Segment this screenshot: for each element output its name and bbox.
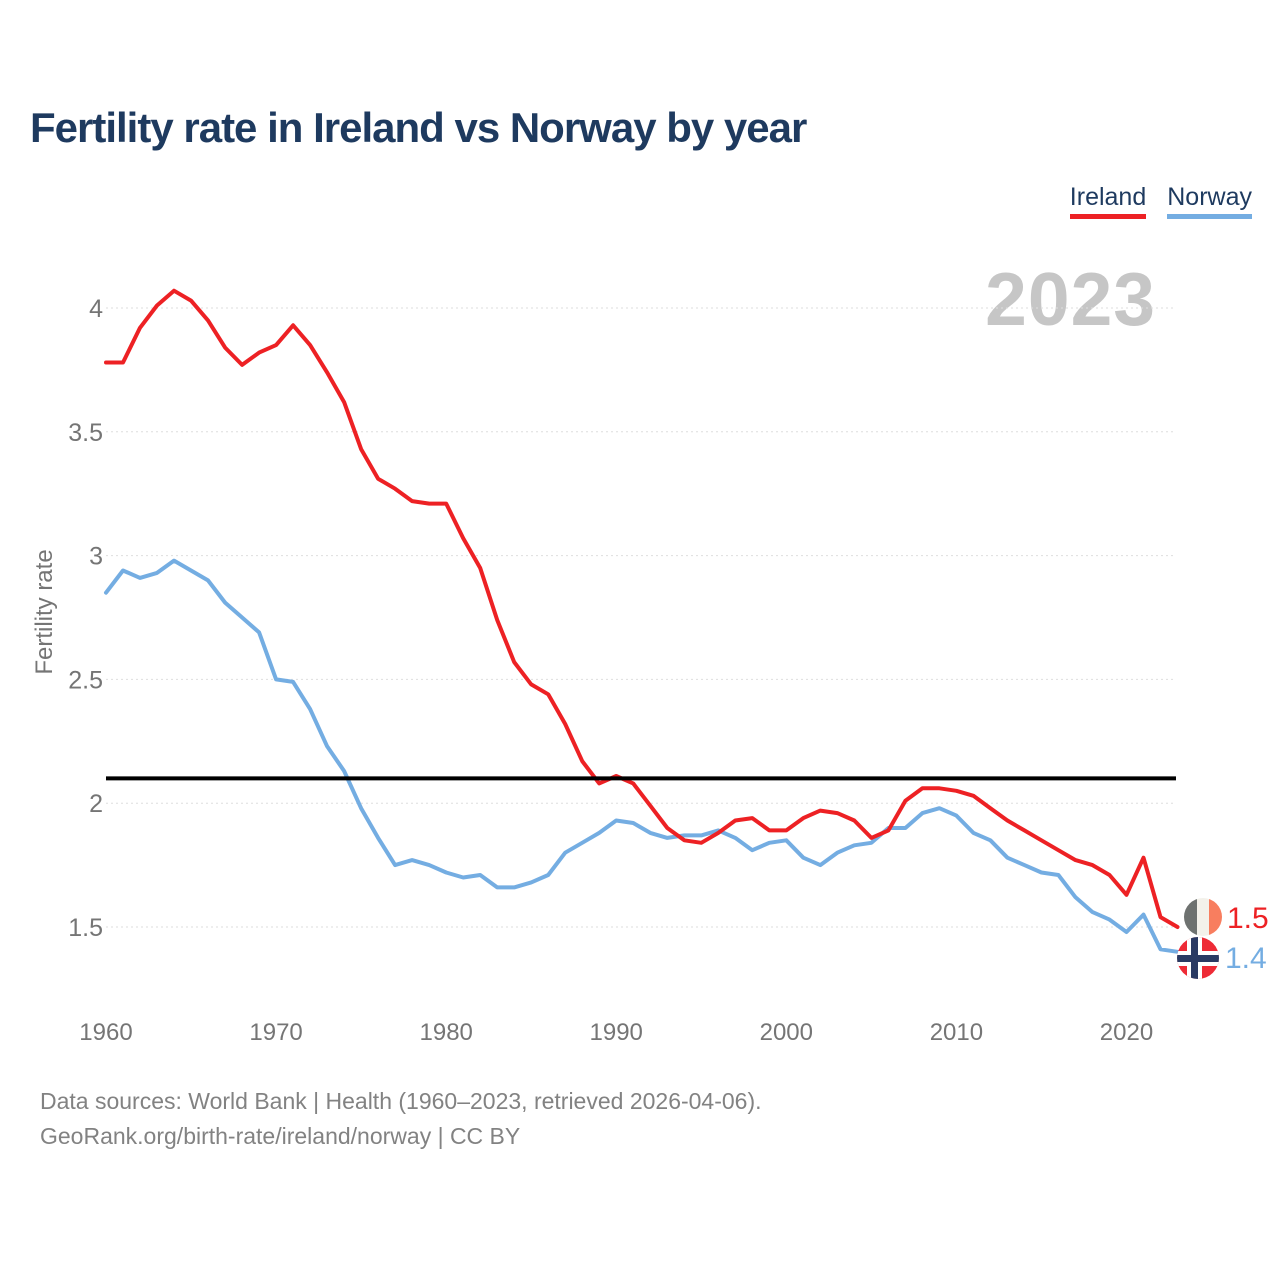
x-tick-label: 1980 [420, 1019, 473, 1046]
ireland-flag-green-stripe [1184, 898, 1197, 936]
norway-line[interactable] [104, 558, 1180, 954]
page-title: Fertility rate in Ireland vs Norway by y… [30, 104, 807, 151]
x-tick-label: 1960 [79, 1019, 132, 1046]
legend-swatch-norway [1167, 213, 1252, 219]
x-tick-label: 2000 [760, 1019, 813, 1046]
ireland-flag-icon [1184, 898, 1222, 936]
ireland-flag-orange-stripe [1209, 898, 1222, 936]
y-tick-label: 2 [89, 790, 103, 818]
y-tick-label: 4 [89, 295, 103, 323]
ireland-end-value: 1.5 [1227, 902, 1269, 935]
legend-swatch-ireland [1069, 213, 1147, 219]
x-tick-label: 1970 [249, 1019, 302, 1046]
legend-item-ireland[interactable]: Ireland [1069, 183, 1147, 219]
x-tick-label: 1990 [590, 1019, 643, 1046]
source-line-2: GeoRank.org/birth-rate/ireland/norway | … [40, 1123, 521, 1149]
legend-label-ireland: Ireland [1069, 183, 1147, 211]
ireland-flag-white-stripe [1196, 898, 1210, 936]
legend: Ireland Norway [1069, 183, 1252, 219]
y-tick-label: 3.5 [68, 419, 103, 447]
data-source-footer: Data sources: World Bank | Health (1960–… [40, 1084, 762, 1154]
source-line-1: Data sources: World Bank | Health (1960–… [40, 1088, 762, 1114]
year-watermark: 2023 [985, 257, 1156, 341]
norway-end-value: 1.4 [1225, 942, 1267, 975]
norway-flag-icon [1177, 937, 1219, 979]
ireland-line[interactable] [104, 288, 1180, 929]
x-tick-label: 2020 [1100, 1019, 1153, 1046]
y-tick-label: 3 [89, 543, 103, 571]
y-tick-label: 2.5 [68, 666, 103, 694]
x-tick-label: 2010 [930, 1019, 983, 1046]
y-tick-label: 1.5 [68, 914, 103, 942]
legend-label-norway: Norway [1167, 183, 1252, 211]
legend-item-norway[interactable]: Norway [1167, 183, 1252, 219]
